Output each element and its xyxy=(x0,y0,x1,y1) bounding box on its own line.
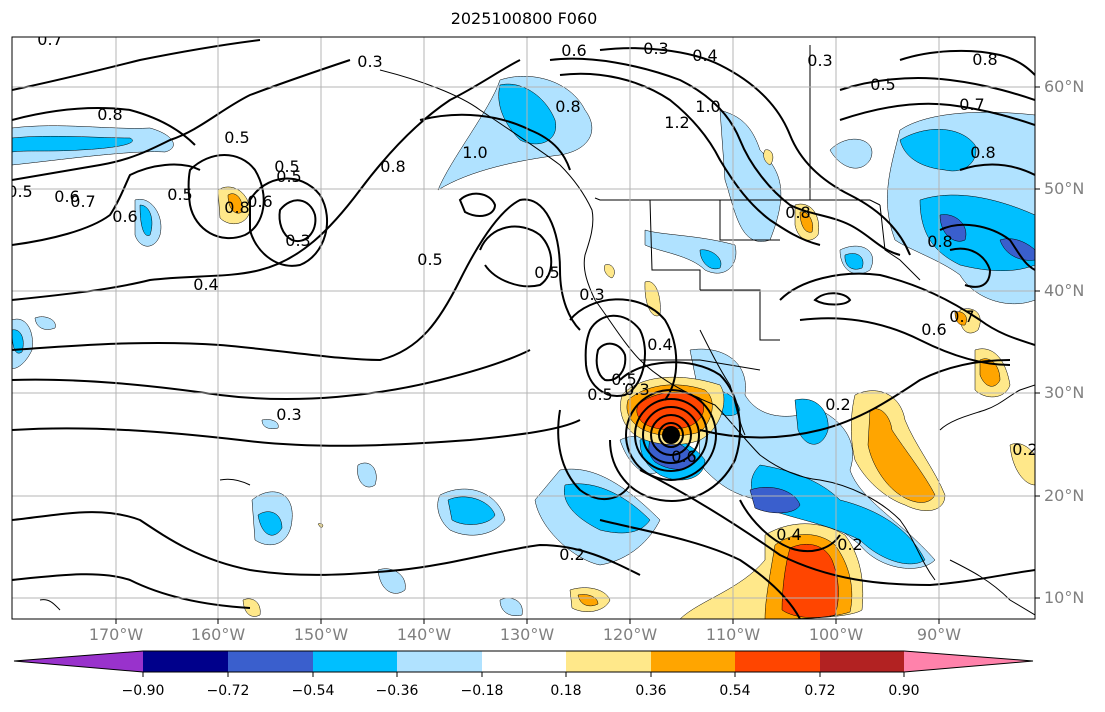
lon-label: 160°W xyxy=(190,625,246,644)
contour-label: 0.6 xyxy=(561,41,586,60)
contour-label: 0.8 xyxy=(927,232,952,251)
lon-label: 100°W xyxy=(808,625,864,644)
contour-label: 1.0 xyxy=(462,143,487,162)
shaded-field xyxy=(12,76,1035,619)
colorbar-tick-label: 0.36 xyxy=(635,683,667,699)
lon-label: 140°W xyxy=(396,625,452,644)
colorbar-tick-label: −0.72 xyxy=(206,683,250,699)
contour-label: 0.4 xyxy=(193,275,218,294)
contour-label: 0.2 xyxy=(837,535,862,554)
contour-label: 0.5 xyxy=(870,75,895,94)
colorbar-swatch xyxy=(228,651,313,672)
contours xyxy=(12,39,1035,619)
lat-label: 40°N xyxy=(1044,281,1085,300)
lat-label: 30°N xyxy=(1044,383,1085,402)
colorbar-ticks xyxy=(142,672,905,677)
contour-label: 0.5 xyxy=(534,263,559,282)
colorbar-tick-label: 0.90 xyxy=(888,683,920,699)
contour-label: 0.5 xyxy=(587,385,612,404)
axis-ticks xyxy=(115,86,1040,624)
colorbar-tick-label: 0.54 xyxy=(719,683,751,699)
lon-label: 120°W xyxy=(602,625,658,644)
colorbar-swatch xyxy=(820,651,904,672)
contour-label: 0.8 xyxy=(380,157,405,176)
lat-label: 50°N xyxy=(1044,179,1085,198)
colorbar-tick-label: −0.18 xyxy=(460,683,504,699)
colorbar-swatch xyxy=(735,651,820,672)
shade-dark-blue xyxy=(648,214,1035,514)
map-title: 2025100800 F060 xyxy=(450,9,598,28)
contour-label: 0.5 xyxy=(276,167,301,186)
colorbar xyxy=(13,650,1034,677)
contour-label: 0.4 xyxy=(692,46,717,65)
lon-label: 150°W xyxy=(293,625,349,644)
contour-label: 0.5 xyxy=(167,185,192,204)
colorbar-tick-label: −0.54 xyxy=(291,683,335,699)
colorbar-tick-label: 0.72 xyxy=(804,683,836,699)
colorbar-swatch xyxy=(904,651,1033,672)
lat-label: 20°N xyxy=(1044,486,1085,505)
contour-label: 0.2 xyxy=(825,395,850,414)
contour-label: 0.6 xyxy=(921,320,946,339)
contour-labels: 0.7 0.3 0.6 0.3 0.4 0.3 0.8 0.5 0.7 0.8 … xyxy=(7,30,1037,564)
colorbar-swatch xyxy=(651,651,735,672)
contour-label: 0.7 xyxy=(37,30,62,49)
contour-label: 0.5 xyxy=(274,157,299,176)
contour-label: 0.3 xyxy=(643,39,668,58)
contour-label: 0.3 xyxy=(579,285,604,304)
lon-label: 170°W xyxy=(88,625,144,644)
contour-label: 0.6 xyxy=(112,207,137,226)
graticule xyxy=(12,37,1035,619)
contour-label: 0.3 xyxy=(276,405,301,424)
colorbar-swatch xyxy=(566,651,651,672)
colorbar-tick-label: −0.90 xyxy=(121,683,165,699)
contour-label: 0.5 xyxy=(611,370,636,389)
contour-label: 0.2 xyxy=(1012,440,1037,459)
contour-label: 0.5 xyxy=(417,250,442,269)
contour-label: 0.3 xyxy=(285,231,310,250)
contour-label: 1.2 xyxy=(664,113,689,132)
contour-label: 0.3 xyxy=(624,380,649,399)
contour-label: 0.5 xyxy=(7,182,32,201)
colorbar-tick-label: 0.18 xyxy=(550,683,582,699)
contour-label: 0.8 xyxy=(97,105,122,124)
contour-label: 0.3 xyxy=(357,52,382,71)
contour-label: 0.8 xyxy=(972,50,997,69)
contour-label: 0.6 xyxy=(54,187,79,206)
colorbar-swatch xyxy=(482,651,566,672)
contour-label: 0.7 xyxy=(70,192,95,211)
lon-label: 90°W xyxy=(916,625,962,644)
contour-label: 0.6 xyxy=(671,447,696,466)
contour-label: 0.4 xyxy=(647,335,672,354)
contour-label: 0.8 xyxy=(970,143,995,162)
colorbar-swatch xyxy=(397,651,482,672)
contour-label: 0.6 xyxy=(247,192,272,211)
contour-label: 0.2 xyxy=(559,545,584,564)
low-center-rings xyxy=(625,389,717,481)
contour-label: 0.5 xyxy=(224,128,249,147)
colorbar-swatch xyxy=(313,651,397,672)
lat-label: 10°N xyxy=(1044,588,1085,607)
colorbar-swatch xyxy=(14,651,143,672)
lon-label: 110°W xyxy=(705,625,761,644)
contour-label: 0.8 xyxy=(224,198,249,217)
lat-label: 60°N xyxy=(1044,77,1085,96)
contour-label: 0.7 xyxy=(949,307,974,326)
plot-frame xyxy=(11,36,1036,620)
colorbar-swatch xyxy=(143,651,228,672)
contour-label: 0.8 xyxy=(785,203,810,222)
contour-label: 0.7 xyxy=(959,95,984,114)
contour-label: 0.3 xyxy=(807,51,832,70)
low-center-marker xyxy=(662,426,680,444)
colorbar-tick-label: −0.36 xyxy=(375,683,419,699)
lon-label: 130°W xyxy=(499,625,555,644)
contour-label: 0.8 xyxy=(555,97,580,116)
contour-label: 0.4 xyxy=(776,525,801,544)
contour-label: 1.0 xyxy=(695,97,720,116)
